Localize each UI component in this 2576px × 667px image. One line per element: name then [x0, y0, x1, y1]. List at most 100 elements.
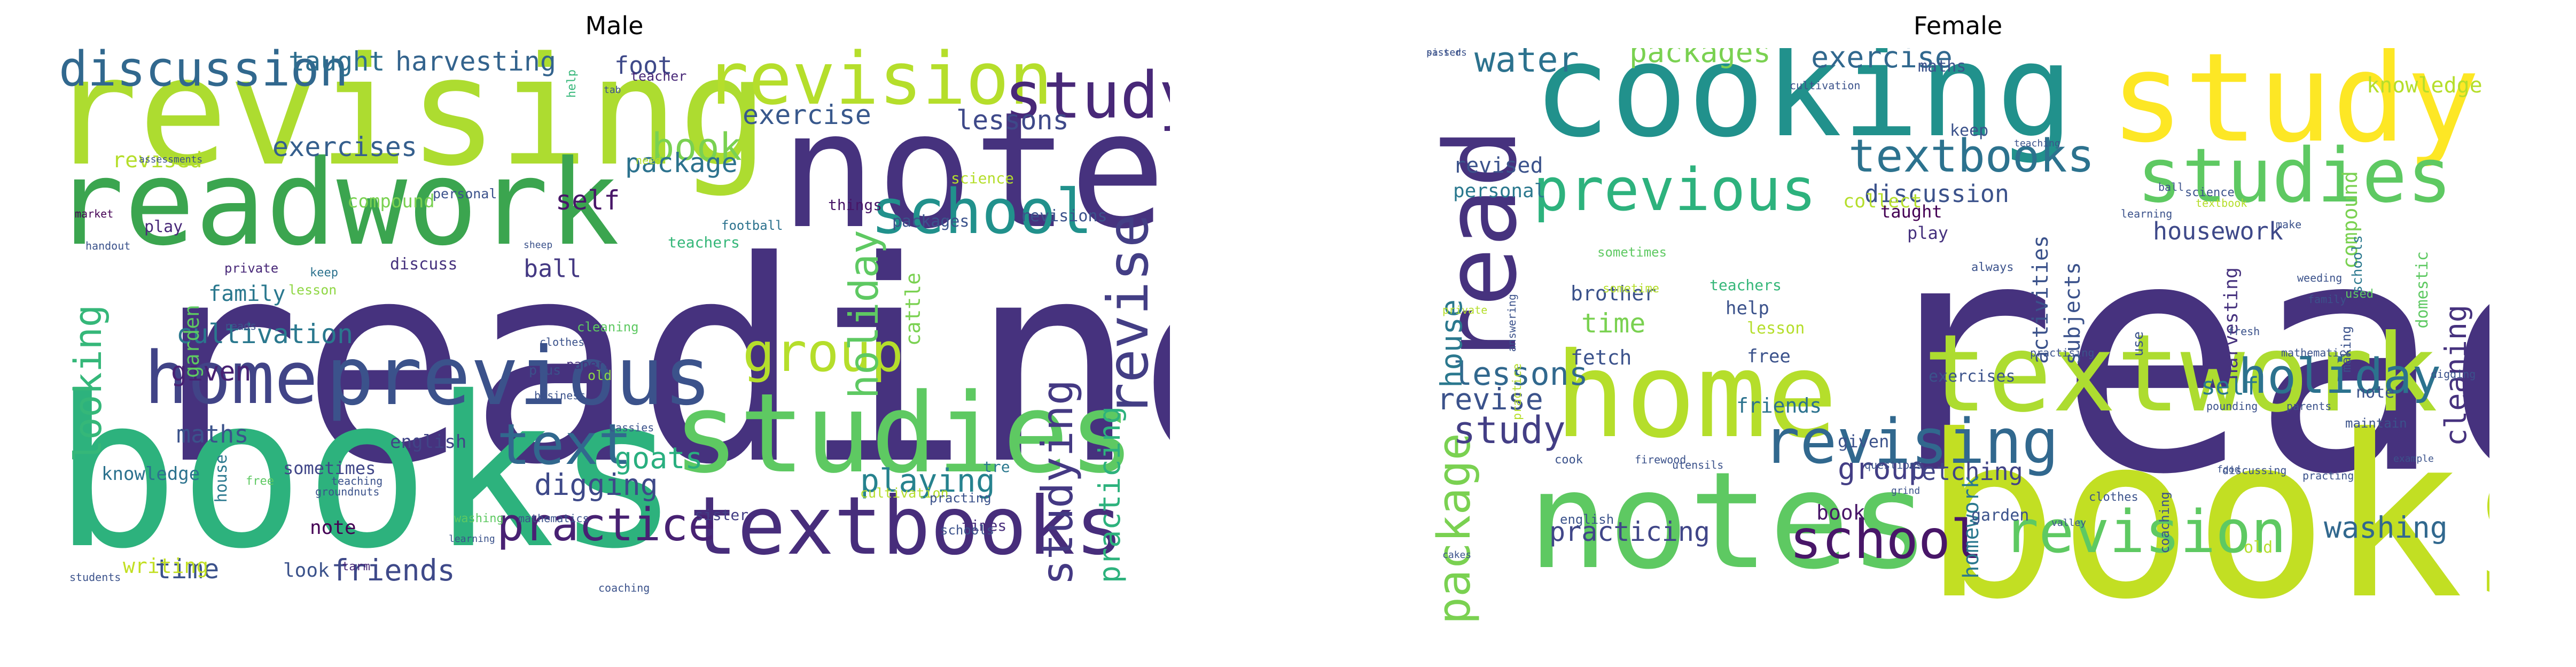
cloud-word: textbooks: [689, 480, 1123, 573]
cloud-word: handout: [85, 239, 131, 252]
cloud-word: family: [2308, 293, 2347, 306]
cloud-word: sisters: [1426, 48, 1467, 58]
cloud-word: holiday: [2238, 348, 2441, 405]
cloud-word: business: [534, 389, 586, 402]
cloud-word: private: [224, 261, 279, 276]
cloud-word: learning: [449, 533, 495, 545]
cloud-word: football: [721, 218, 783, 233]
cloud-word: teachers: [668, 234, 740, 251]
cloud-word: lesson: [288, 282, 337, 298]
cloud-word: make: [2276, 218, 2302, 231]
cloud-word: fetch: [1571, 346, 1632, 369]
cloud-word: maths: [176, 420, 249, 448]
cloud-word: schools: [2349, 235, 2366, 294]
cloud-word: old: [588, 368, 612, 383]
cloud-word: washing: [454, 512, 504, 525]
cloud-word: domestic: [2413, 251, 2432, 329]
cloud-word: cakes: [1442, 549, 1472, 561]
cloud-word: passed: [1426, 48, 1462, 58]
cloud-word: friends: [1736, 394, 1822, 417]
cloud-word: compound: [347, 191, 435, 212]
cloud-word: groundnuts: [315, 485, 380, 498]
cloud-word: time: [1581, 308, 1646, 339]
cloud-word: washing: [2324, 510, 2448, 545]
cloud-word: teacher: [630, 68, 687, 84]
cloud-word: firewood: [1635, 453, 1687, 466]
cloud-word: ball: [2158, 181, 2184, 193]
cloud-word: reading: [134, 201, 1170, 525]
cloud-word: used: [2345, 288, 2374, 301]
cloud-word: collect: [1843, 191, 1922, 212]
cloud-word: readwork: [59, 135, 620, 272]
cloud-word: maintain: [2345, 416, 2407, 431]
cloud-word: utensils: [1672, 459, 1724, 471]
cloud-word: studying: [1033, 379, 1082, 586]
cloud-word: textwork: [1923, 312, 2438, 436]
cloud-word: writing: [123, 554, 209, 578]
cloud-word: plus: [529, 362, 561, 378]
cloud-word: revise: [1096, 214, 1161, 417]
cloud-word: use: [2130, 331, 2146, 356]
cloud-word: packages: [892, 212, 970, 231]
cloud-word: digging: [2431, 368, 2476, 381]
cloud-word: group: [743, 321, 904, 384]
cloud-word: revisions: [1020, 207, 1107, 226]
cloud-word: practising: [2030, 346, 2095, 359]
cloud-word: mathematics: [518, 512, 589, 525]
cloud-word: discussion: [1864, 180, 2009, 208]
cloud-word: answering: [1505, 294, 1518, 352]
cloud-word: weeding: [2297, 272, 2343, 284]
cloud-word: practing: [2302, 469, 2354, 482]
cloud-word: private: [1442, 304, 1488, 316]
cloud-word: harvesting: [395, 48, 557, 77]
cloud-word: valley: [2051, 517, 2087, 529]
panel-title-female: Female: [1913, 11, 2003, 40]
cloud-word: schools: [940, 523, 995, 538]
cloud-word: playing: [860, 462, 995, 500]
cloud-word: water: [1474, 48, 1579, 80]
cloud-word: revise: [1437, 382, 1543, 416]
cloud-word: free: [1747, 346, 1791, 367]
cloud-word: given: [1838, 431, 1890, 452]
cloud-word: text: [497, 412, 632, 477]
cloud-word: old: [2244, 538, 2273, 557]
cloud-word: revised: [1453, 153, 1543, 178]
cloud-word: taught: [1880, 201, 1942, 222]
cloud-word: papers: [566, 357, 613, 372]
cloud-word: reading: [1864, 171, 2489, 545]
cloud-word: sometimes: [283, 458, 376, 478]
cloud-word: housework: [2153, 217, 2283, 245]
cloud-word: knowledge: [102, 463, 200, 485]
cloud-word: lessons: [956, 105, 1069, 136]
cloud-word: look: [283, 560, 330, 581]
cloud-word: parents: [2286, 400, 2332, 413]
cloud-word: example: [2393, 453, 2434, 464]
cloud-word: foot: [614, 51, 673, 80]
cloud-word: learning: [2121, 207, 2173, 220]
cloud-word: cultivation: [176, 319, 354, 350]
cloud-word: science: [2185, 186, 2235, 199]
cloud-word: knowledge: [2367, 73, 2483, 98]
cloud-word: help: [1726, 298, 1769, 319]
cloud-word: practing: [930, 491, 992, 506]
cloud-word: book: [652, 125, 742, 169]
cloud-word: lessons: [1453, 355, 1588, 393]
cloud-word: personal: [1453, 180, 1546, 202]
cloud-word: times: [962, 517, 1007, 534]
cloud-word: books: [1923, 387, 2489, 626]
cloud-word: cultivation: [860, 485, 949, 501]
cloud-word: ball: [524, 254, 582, 283]
panel-title-male: Male: [585, 11, 644, 40]
cloud-word: cattle: [901, 273, 925, 346]
cloud-word: questions: [1864, 459, 1923, 471]
cloud-word: assessments: [139, 154, 203, 165]
cloud-word: note: [2356, 383, 2395, 402]
cloud-word: discussing: [2222, 464, 2287, 477]
cloud-word: notes: [1528, 443, 1930, 599]
cloud-word: study: [1453, 408, 1566, 452]
cloud-word: exercises: [1929, 367, 2016, 386]
cloud-word: need: [636, 154, 662, 167]
cloud-word: package: [1428, 433, 1481, 625]
cloud-word: studies: [2137, 133, 2453, 220]
cloud-word: keep: [1950, 121, 1989, 140]
